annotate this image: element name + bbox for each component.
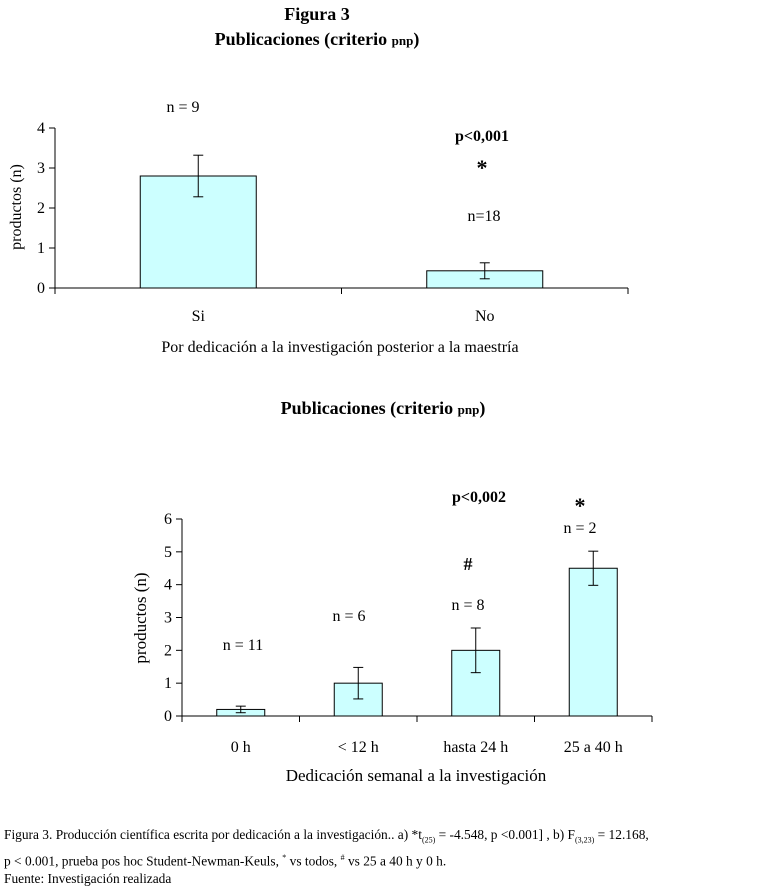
- caption-line-3: Fuente: Investigación realizada: [4, 871, 172, 887]
- chart-2-significance: *: [575, 493, 586, 518]
- figure-caption: Figura 3. Producción científica escrita …: [4, 826, 764, 888]
- y-tick-label: 5: [164, 544, 172, 561]
- y-tick-label: 0: [37, 280, 45, 297]
- caption-l2-b: vs todos,: [286, 853, 341, 869]
- n-label: n = 8: [451, 597, 484, 614]
- y-tick-label: 3: [37, 160, 45, 177]
- y-tick-label: 6: [164, 511, 172, 528]
- caption-l2-sup2: #: [340, 853, 345, 863]
- chart-1-marks: 0 1 2 3 4 Si n = 9 No n=18: [37, 99, 629, 325]
- chart-1: 0 1 2 3 4 Si n = 9 No n=18 productos (n) Por ded…: [8, 99, 629, 356]
- n-label: n = 11: [223, 637, 263, 654]
- chart-1-p-value: p<0,001: [455, 128, 509, 145]
- chart-2-p-value: p<0,002: [452, 489, 506, 506]
- y-tick-label: 4: [164, 577, 172, 594]
- category-label: 0 h: [231, 739, 251, 756]
- chart-2-xlabel: Dedicación semanal a la investigación: [286, 766, 547, 785]
- caption-l1-sub2: (3,23): [574, 835, 595, 845]
- caption-line-2: p < 0.001, prueba pos hoc Student-Newman…: [4, 849, 764, 870]
- chart-2-title-text: Publicaciones (criterio: [280, 398, 458, 418]
- category-label: Si: [192, 308, 206, 325]
- n-label: n=18: [467, 208, 500, 225]
- caption-line-1: Figura 3. Producción científica escrita …: [4, 826, 764, 849]
- chart-2: 0 1 2 3 4 5 6 0 h n = 11 < 12 h n = 6 hasta 24 h n =…: [131, 489, 653, 785]
- chart-2-title: Publicaciones (criterio pnp): [281, 398, 486, 419]
- y-tick-label: 2: [164, 642, 172, 659]
- chart-2-marks: 0 1 2 3 4 5 6 0 h n = 11 < 12 h n = 6 hasta 24 h n =…: [164, 511, 653, 756]
- y-tick-label: 4: [37, 120, 45, 137]
- caption-l1-sub1: (25): [421, 835, 436, 845]
- chart-1-xlabel: Por dedicación a la investigación poster…: [161, 339, 518, 356]
- caption-l1-a: Figura 3. Producción científica escrita …: [4, 827, 422, 842]
- caption-l2-a: p < 0.001, prueba pos hoc Student-Newman…: [4, 853, 283, 869]
- y-tick-label: 1: [37, 240, 45, 257]
- bar: [568, 567, 618, 717]
- chart-2-ylabel: productos (n): [131, 572, 150, 663]
- y-tick-label: 3: [164, 610, 172, 627]
- figure-subtitle-sc: pnp: [391, 33, 414, 48]
- figure-subtitle-end: ): [413, 29, 420, 49]
- figure-subtitle: Publicaciones (criterio pnp): [215, 29, 420, 50]
- caption-l1-c: = 12.168,: [594, 827, 649, 842]
- y-tick-label: 0: [164, 708, 172, 725]
- chart-2-hash: #: [464, 554, 473, 574]
- y-tick-label: 2: [37, 200, 45, 217]
- n-label: n = 9: [166, 99, 199, 116]
- category-label: hasta 24 h: [443, 739, 508, 756]
- chart-2-title-end: ): [479, 398, 486, 418]
- n-label: n = 2: [563, 520, 596, 537]
- category-label: 25 a 40 h: [564, 739, 623, 756]
- category-label: No: [475, 308, 495, 325]
- caption-l2-c: vs 25 a 40 h y 0 h.: [344, 853, 447, 869]
- chart-1-ylabel: productos (n): [8, 164, 25, 250]
- figure-subtitle-text: Publicaciones (criterio: [214, 29, 392, 49]
- y-tick-label: 1: [164, 675, 172, 692]
- category-label: < 12 h: [338, 739, 379, 756]
- chart-2-title-sc: pnp: [457, 402, 480, 417]
- caption-l2-sup1: *: [282, 853, 287, 863]
- caption-l1-b: = -4.548, p <0.001] , b) F: [435, 827, 575, 842]
- figure-label: Figura 3: [284, 4, 350, 24]
- n-label: n = 6: [332, 608, 365, 625]
- chart-1-significance: *: [477, 155, 488, 180]
